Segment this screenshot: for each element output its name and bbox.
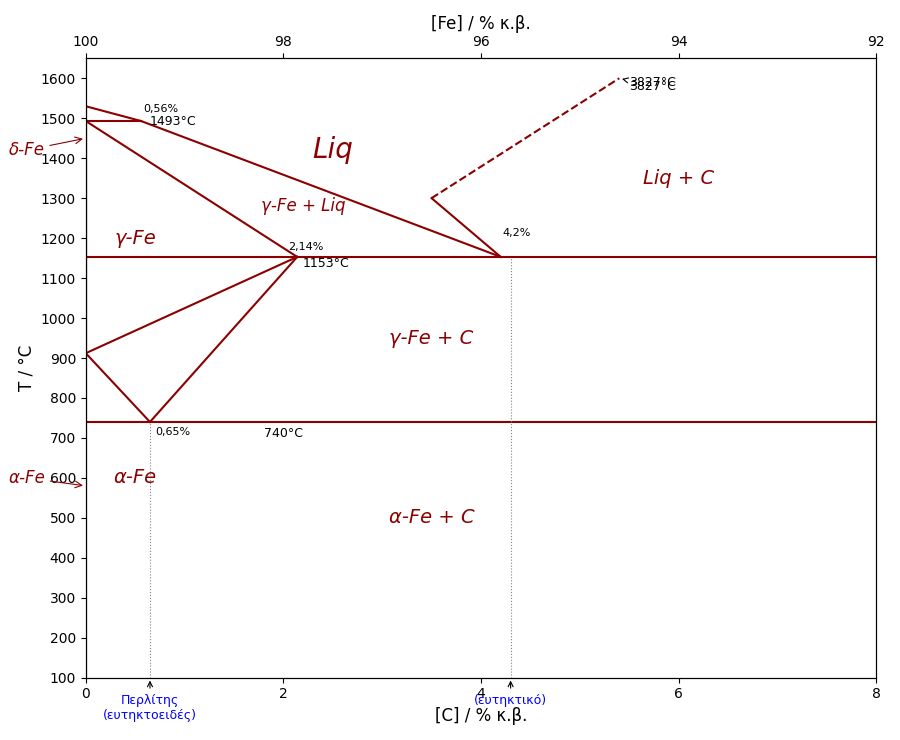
Y-axis label: T / °C: T / °C — [17, 345, 35, 391]
Text: α-Fe + C: α-Fe + C — [389, 508, 474, 528]
Text: 3827°C: 3827°C — [629, 75, 676, 89]
Text: 1530°C: 1530°C — [0, 739, 1, 740]
Text: 1493°C: 1493°C — [150, 115, 196, 127]
Text: Liq + C: Liq + C — [643, 169, 714, 188]
Text: 2,14%: 2,14% — [288, 242, 324, 252]
Text: γ-Fe: γ-Fe — [114, 229, 156, 248]
Text: γ-Fe + Liq: γ-Fe + Liq — [261, 197, 346, 215]
Text: α-Fe: α-Fe — [8, 469, 82, 488]
Text: (ευτηκτικό): (ευτηκτικό) — [474, 682, 547, 707]
Text: Liq: Liq — [312, 136, 353, 164]
Text: 740°C: 740°C — [264, 427, 302, 440]
Text: γ-Fe + C: γ-Fe + C — [390, 329, 473, 348]
Text: Περλίτης
(ευτηκτοειδές): Περλίτης (ευτηκτοειδές) — [103, 682, 197, 722]
Text: α-Fe: α-Fe — [113, 468, 157, 488]
Text: 0,56%: 0,56% — [143, 104, 178, 114]
Text: 4,2%: 4,2% — [503, 228, 531, 238]
Text: 912°C: 912°C — [0, 739, 1, 740]
Text: 3827°C: 3827°C — [623, 78, 676, 92]
Text: 0,65%: 0,65% — [155, 427, 190, 437]
X-axis label: [C] / % κ.β.: [C] / % κ.β. — [435, 707, 527, 725]
Text: δ-Fe: δ-Fe — [8, 137, 82, 159]
X-axis label: [Fe] / % κ.β.: [Fe] / % κ.β. — [431, 15, 531, 33]
Text: 1153°C: 1153°C — [303, 257, 350, 270]
